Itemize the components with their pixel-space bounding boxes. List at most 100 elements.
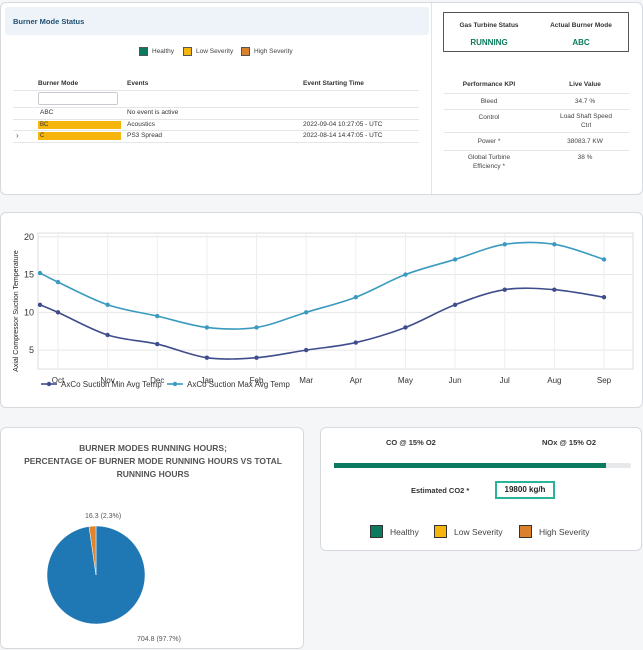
low-severity-swatch (434, 525, 447, 538)
legend-label: AxCo Suction Max Avg Temp (187, 380, 290, 389)
running-hours-pie-chart[interactable]: 16.3 (2.3%) 704.8 (97.7%) (1, 428, 303, 648)
x-tick-label: May (398, 376, 413, 385)
x-tick-label: Sep (597, 376, 612, 385)
gas-turbine-status: Gas Turbine Status RUNNING (444, 22, 534, 47)
turbine-status-box: Gas Turbine Status RUNNING Actual Burner… (443, 12, 629, 52)
kpi-name: Power * (477, 138, 501, 145)
panel-divider (431, 3, 432, 196)
legend-high-severity: High Severity (241, 47, 293, 56)
row-1-event: No event is active (127, 109, 179, 116)
data-point (502, 287, 507, 292)
burner-mode-status-card: Burner Mode Status Healthy Low Severity … (0, 2, 643, 196)
gas-turbine-status-label: Gas Turbine Status (459, 22, 519, 29)
high-severity-swatch (241, 47, 250, 56)
emissions-bar-track (605, 463, 631, 468)
legend-marker (46, 381, 52, 387)
kpi-divider (444, 132, 629, 133)
co2-value: 19800 kg/h (495, 481, 555, 499)
legend-label: Low Severity (196, 48, 234, 55)
row-3-event: PS3 Spread (127, 132, 163, 139)
y-tick-label: 10 (24, 307, 34, 317)
x-tick-label: Nov (101, 376, 115, 385)
temperature-chart-card: 5 10 15 20 Oct Nov Dec Jan Feb Mar Apr May Jun Jul Aug… (0, 212, 643, 408)
data-point (552, 242, 557, 247)
x-tick-label: Aug (547, 376, 561, 385)
kpi-name: Bleed (480, 98, 498, 105)
emissions-bar (334, 463, 607, 468)
data-point (303, 310, 309, 315)
legend-label: Healthy (152, 48, 175, 55)
burner-mode-title: Burner Mode Status (13, 17, 85, 26)
legend-healthy: Healthy (139, 47, 174, 56)
pie-title-line: PERCENTAGE OF BURNER MODE RUNNING HOURS … (24, 456, 282, 466)
data-point (502, 242, 507, 247)
pie-title-line: BURNER MODES RUNNING HOURS; (79, 443, 227, 453)
kpi-value: 38083.7 KW (567, 138, 603, 145)
data-point (601, 257, 607, 262)
data-point (105, 302, 110, 307)
data-point (552, 287, 557, 292)
row-3-time: 2022-08-14 14:47:05 - UTC (303, 132, 383, 139)
kpi-divider (444, 109, 629, 110)
nox-label: NOx @ 15% O2 (542, 438, 597, 447)
y-tick-label: 20 (24, 232, 34, 242)
data-point (155, 341, 160, 347)
actual-burner-mode-label: Actual Burner Mode (550, 22, 612, 29)
healthy-swatch (139, 47, 148, 56)
data-point (55, 310, 61, 315)
data-point (37, 270, 43, 276)
burner-mode-filter-input[interactable] (38, 92, 118, 105)
data-point (254, 355, 259, 360)
burner-mode-panel: Burner Mode Status Healthy Low Severity … (1, 3, 431, 196)
x-tick-label: Jan (200, 376, 213, 385)
actual-burner-mode: Actual Burner Mode ABC (536, 22, 626, 47)
column-burner-mode[interactable]: Burner Mode (38, 80, 79, 87)
actual-burner-mode-value: ABC (572, 38, 590, 47)
pie-slice-2 (88, 525, 97, 576)
data-point (353, 295, 359, 300)
row-divider (13, 142, 419, 143)
data-point (353, 340, 359, 345)
data-point (403, 272, 408, 277)
gas-turbine-status-value: RUNNING (470, 38, 508, 47)
row-2-event: Acoustics (127, 121, 155, 128)
legend-label: Low Severity (454, 526, 503, 537)
row-3-mode: C (40, 133, 45, 139)
data-point (37, 302, 43, 307)
legend-label: AxCo Suction Min Avg Temp (61, 380, 162, 389)
live-value-column-header: Live Value (569, 81, 601, 88)
kpi-value: 38 % (577, 154, 593, 161)
data-point (303, 347, 309, 353)
row-1-mode: ABC (40, 109, 54, 116)
low-severity-swatch (183, 47, 192, 56)
expand-row-chevron-icon[interactable]: › (16, 131, 19, 140)
x-tick-label: Feb (250, 376, 264, 385)
y-axis-label: Axial Compressor Suction Temperature (13, 250, 20, 372)
row-divider (13, 130, 419, 131)
x-tick-label: Mar (299, 376, 313, 385)
data-point (204, 325, 210, 330)
legend-low-severity: Low Severity (434, 525, 503, 538)
x-tick-label: Jun (449, 376, 462, 385)
kpi-column-header: Performance KPI (462, 81, 516, 88)
data-point (452, 257, 458, 262)
data-point (105, 332, 110, 338)
temperature-line-chart[interactable]: 5 10 15 20 Oct Nov Dec Jan Feb Mar Apr May Jun Jul Aug… (1, 213, 642, 407)
co2-label: Estimated CO2 * (411, 486, 470, 495)
co-label: CO @ 15% O2 (386, 438, 436, 447)
plot-area (37, 232, 634, 370)
pie-title-line: RUNNING HOURS (116, 469, 190, 479)
column-events[interactable]: Events (127, 80, 149, 87)
burner-mode-header: Burner Mode Status (5, 7, 429, 35)
running-hours-card: BURNER MODES RUNNING HOURS; PERCENTAGE O… (0, 427, 304, 649)
healthy-swatch (370, 525, 383, 538)
pie-slice-label: 16.3 (2.3%) (85, 513, 121, 520)
kpi-divider (444, 93, 629, 94)
legend-marker (172, 381, 178, 387)
column-event-start-time[interactable]: Event Starting Time (303, 80, 364, 87)
high-severity-swatch (519, 525, 532, 538)
header-divider (13, 90, 419, 91)
x-tick-label: Oct (52, 376, 65, 385)
legend-high-severity: High Severity (519, 525, 590, 538)
kpi-name: Control (478, 114, 500, 121)
